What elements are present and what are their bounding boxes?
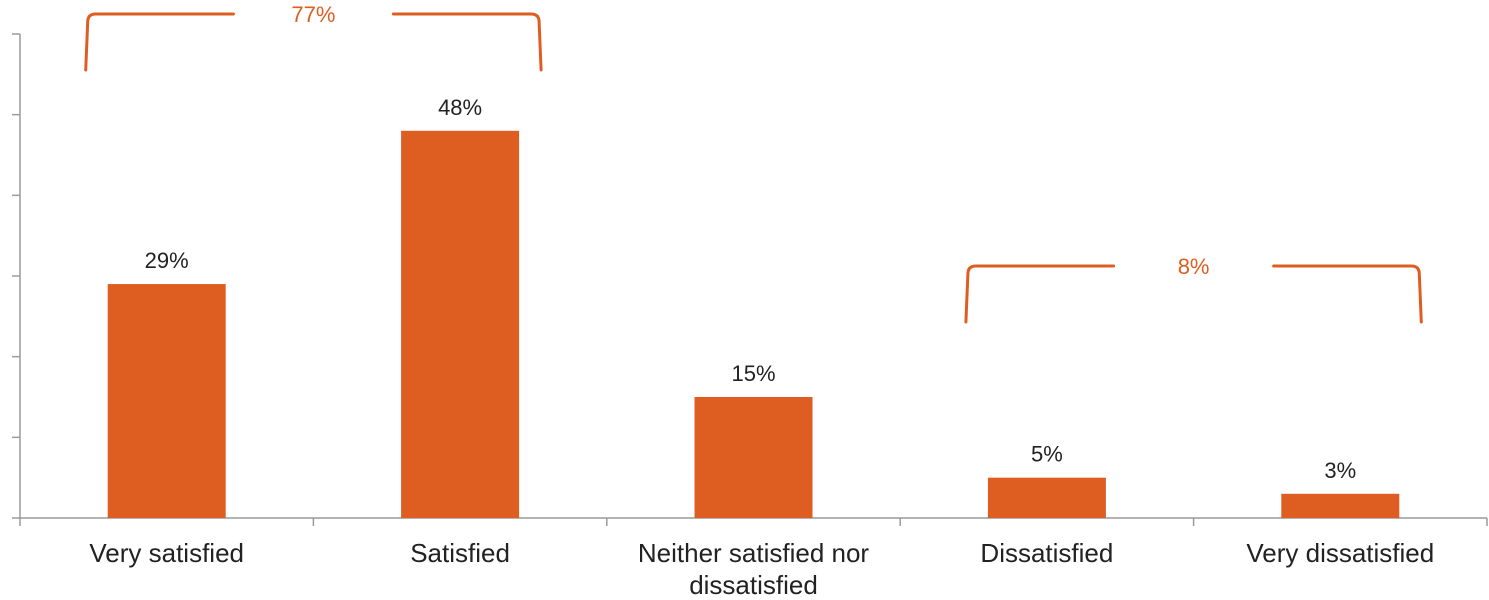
annotation-label: 8% [1178, 254, 1210, 279]
annotation-bracket [84, 12, 543, 72]
x-tick-label: Very dissatisfied [1246, 538, 1434, 568]
annotation-label: 77% [291, 2, 335, 27]
data-label: 48% [438, 95, 482, 120]
bar [987, 477, 1106, 518]
x-tick-label: Satisfied [410, 538, 510, 568]
x-tick-label: Neither satisfied nor dissatisfied [638, 538, 870, 600]
data-label: 15% [731, 361, 775, 386]
bar [107, 284, 226, 518]
chart-brackets: 77% 8% [84, 2, 1423, 324]
bar [401, 130, 520, 519]
annotation-bracket [964, 264, 1423, 324]
bar [1281, 493, 1400, 518]
data-label: 29% [145, 248, 189, 273]
chart-category-labels: Very satisfied Satisfied Neither satisfied… [89, 538, 1434, 600]
x-tick-label: Very satisfied [89, 538, 244, 568]
chart-value-labels: 29% 48% 15% 5% 3% [145, 95, 1357, 483]
x-tick-label: Dissatisfied [980, 538, 1113, 568]
bar [694, 397, 813, 518]
chart-bars [107, 130, 1400, 519]
data-label: 3% [1324, 458, 1356, 483]
data-label: 5% [1031, 442, 1063, 467]
